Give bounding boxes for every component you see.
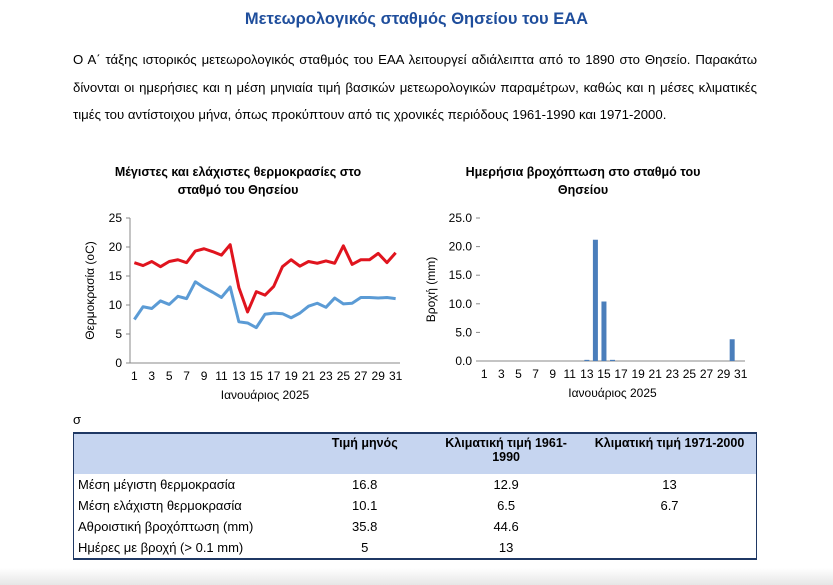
value-cell: 13: [662, 477, 677, 492]
x-tick-label: 31: [389, 369, 403, 383]
header-cell: Τιμή μηνός: [300, 432, 430, 474]
bar: [729, 339, 735, 361]
x-tick-label: 19: [284, 369, 298, 383]
empty-cell: [583, 516, 756, 537]
empty-cell: [583, 537, 757, 560]
y-tick-label: 25.0: [449, 211, 473, 225]
value-cell: 10.1: [352, 498, 378, 513]
summary-table: Τιμή μηνός Κλιματική τιμή 1961-1990 Κλιματ…: [73, 432, 757, 560]
y-tick-label: 5.0: [455, 325, 472, 339]
page-shadow: [0, 568, 833, 585]
header-cell: [73, 432, 301, 474]
value-cell: 44.6: [493, 519, 519, 534]
row-label: Μέση ελάχιστη θερμοκρασία: [78, 498, 242, 513]
row-label: Μέση μέγιστη θερμοκρασία: [78, 477, 236, 492]
value-cell: 6.5: [497, 498, 516, 513]
value-cell: 5: [300, 537, 430, 560]
table-row: Ημέρες με βροχή (> 0.1 mm) 5 13: [73, 537, 757, 560]
value-cell: 16.8: [352, 477, 378, 492]
bar: [584, 359, 590, 361]
x-tick-label: 13: [580, 367, 594, 381]
y-axis-label: Βροχή (mm): [424, 257, 438, 322]
x-tick-label: 21: [302, 369, 316, 383]
series-line: [133, 243, 397, 314]
y-tick-label: 10.0: [449, 297, 473, 311]
x-tick-label: 1: [481, 367, 488, 381]
x-tick-label: 5: [515, 367, 522, 381]
table-row: Μέση μέγιστη θερμοκρασία 16.8 12.9 13: [74, 474, 757, 495]
y-tick-label: 25: [109, 211, 123, 225]
header-cell: Κλιματική τιμή 1961-1990: [429, 432, 584, 474]
x-tick-label: 17: [267, 369, 281, 383]
x-tick-label: 25: [683, 367, 697, 381]
y-tick-label: 20: [109, 240, 123, 254]
x-axis-label: Ιανουάριος 2025: [221, 388, 310, 402]
value-cell: 13: [429, 537, 584, 560]
y-tick-label: 15: [109, 269, 123, 283]
x-tick-label: 23: [666, 367, 680, 381]
y-axis-label: Θερμοκρασία (oC): [83, 241, 97, 340]
x-tick-label: 11: [215, 369, 228, 383]
x-tick-label: 17: [614, 367, 628, 381]
header-cell: Κλιματική τιμή 1971-2000: [583, 432, 757, 474]
bar: [592, 239, 598, 361]
table-row: Μέση ελάχιστη θερμοκρασία 10.1 6.5 6.7: [74, 495, 757, 516]
x-tick-label: 5: [166, 369, 173, 383]
x-tick-label: 3: [498, 367, 505, 381]
value-cell: 6.7: [660, 498, 679, 513]
x-tick-label: 29: [372, 369, 386, 383]
x-tick-label: 25: [337, 369, 351, 383]
page-title: Μετεωρολογικός σταθμός Θησείου του ΕΑΑ: [244, 10, 589, 28]
x-tick-label: 27: [700, 367, 714, 381]
note: σ: [73, 412, 82, 427]
bar: [610, 359, 615, 361]
y-tick-label: 5: [115, 327, 122, 341]
x-tick-label: 23: [319, 369, 333, 383]
x-tick-label: 1: [131, 369, 138, 383]
intro-text: Ο Α΄ τάξης ιστορικός μετεωρολογικός σταθ…: [73, 52, 757, 122]
y-tick-label: 0: [115, 356, 122, 370]
x-tick-label: 19: [631, 367, 645, 381]
x-axis-label: Ιανουάριος 2025: [568, 386, 657, 400]
row-label: Ημέρες με βροχή (> 0.1 mm): [73, 537, 301, 560]
chart-title: Μέγιστες και ελάχιστες θερμοκρασίες στο …: [114, 165, 362, 197]
x-tick-label: 7: [183, 369, 190, 383]
row-label: Αθροιστική βροχόπτωση (mm): [78, 519, 254, 534]
x-tick-label: 11: [564, 367, 577, 381]
x-tick-label: 3: [148, 369, 155, 383]
x-tick-label: 31: [734, 367, 748, 381]
y-tick-label: 20.0: [449, 240, 473, 254]
series-line: [133, 280, 396, 330]
x-tick-label: 13: [232, 369, 246, 383]
x-tick-label: 7: [532, 367, 539, 381]
y-tick-label: 10: [109, 298, 123, 312]
value-cell: 35.8: [352, 519, 378, 534]
x-tick-label: 15: [250, 369, 264, 383]
x-tick-label: 9: [549, 367, 556, 381]
x-tick-label: 15: [597, 367, 611, 381]
x-tick-label: 27: [354, 369, 368, 383]
bar: [601, 301, 607, 361]
y-tick-label: 0.0: [455, 354, 472, 368]
x-tick-label: 9: [201, 369, 208, 383]
y-tick-label: 15.0: [449, 268, 473, 282]
chart-title: Ημερήσια βροχόπτωση στο σταθμό του Θησεί…: [465, 165, 701, 197]
x-tick-label: 21: [649, 367, 663, 381]
table-row: Αθροιστική βροχόπτωση (mm) 35.8 44.6: [74, 516, 757, 537]
value-cell: 12.9: [493, 477, 519, 492]
x-tick-label: 29: [717, 367, 731, 381]
